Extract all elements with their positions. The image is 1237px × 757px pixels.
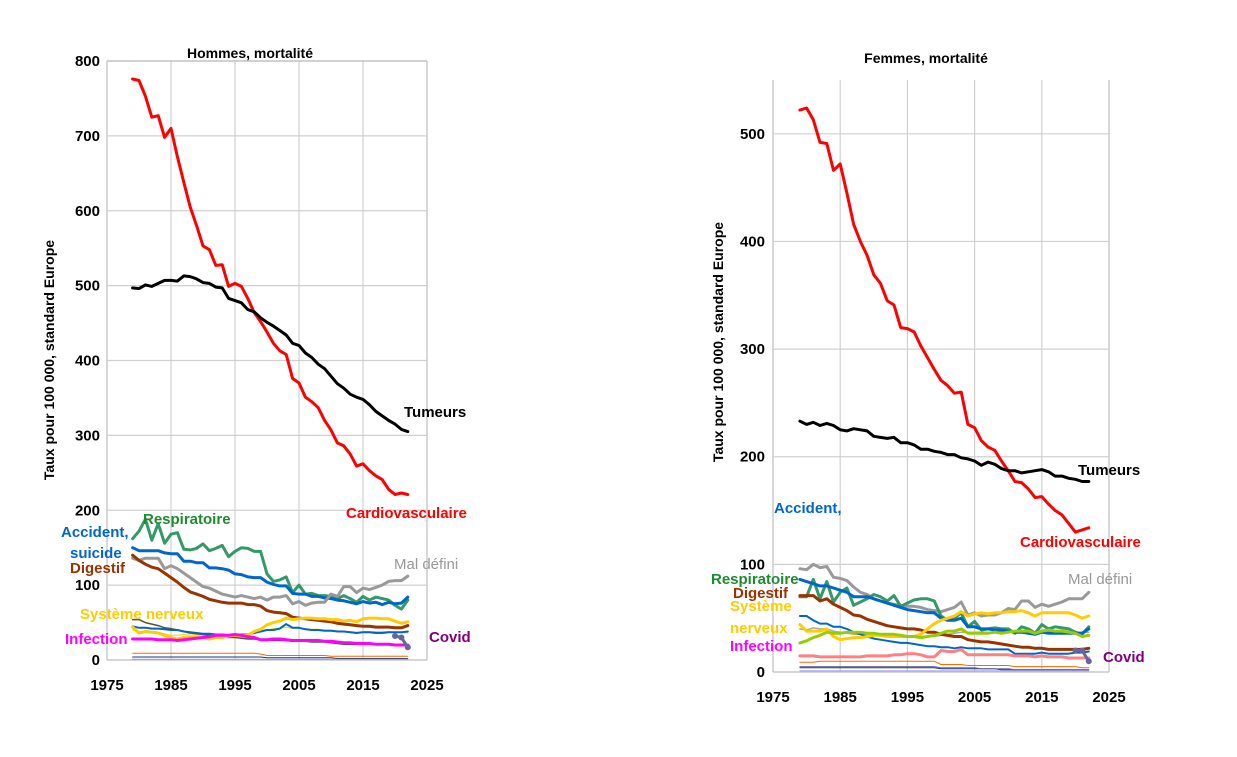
series-line-autre-vert-clair (798, 627, 1091, 645)
series-line-cardiovasculaire (131, 77, 410, 496)
y-tick-label: 100 (740, 556, 765, 573)
covid-point (1085, 658, 1092, 665)
covid-point (1072, 647, 1079, 654)
x-tick-label: 1975 (90, 677, 123, 694)
x-tick-label: 1975 (756, 689, 789, 706)
series-line-autre-gris-bleu-fin (799, 666, 1090, 671)
label-nerveux: nerveux (730, 620, 788, 637)
x-tick-label: 1995 (218, 677, 251, 694)
label-digestif: Digestif (733, 585, 789, 602)
series-line-infection (131, 633, 410, 647)
y-tick-label: 500 (740, 126, 765, 143)
chart-femmes: Femmes, mortalité Taux pour 100 000, sta… (710, 50, 1145, 706)
chart-title-femmes: Femmes, mortalité (864, 50, 988, 66)
y-tick-label: 500 (75, 278, 100, 295)
x-tick-label: 1985 (154, 677, 187, 694)
label-respiratoire: Respiratoire (143, 511, 231, 528)
label-digestif: Digestif (70, 560, 126, 577)
label-cardiovasculaire: Cardiovasculaire (346, 505, 467, 522)
x-tick-label: 1995 (891, 689, 924, 706)
label-systeme: Système (730, 598, 792, 615)
series-line-tumeurs (798, 419, 1091, 483)
label-infection: Infection (730, 638, 793, 655)
y-tick-label: 200 (75, 502, 100, 519)
y-ticks-femmes: 0 100 200 300 400 500 (740, 126, 765, 681)
label-respiratoire: Respiratoire (711, 571, 799, 588)
x-ticks-femmes: 1975 1985 1995 2005 2015 2025 (756, 689, 1125, 706)
series-line-infection-rose (798, 647, 1091, 660)
series-line-respiratoire (131, 517, 410, 611)
y-axis-label-femmes: Taux pour 100 000, standard Europe (710, 222, 726, 462)
series-line-autre-bleu-fin (798, 615, 1090, 655)
x-tick-label: 2025 (410, 677, 443, 694)
series-line-mal-d-fini (798, 562, 1091, 618)
y-axis-label-hommes: Taux pour 100 000, standard Europe (41, 240, 57, 480)
label-mal-defini: Mal défini (394, 556, 458, 573)
label-infection: Infection (65, 631, 128, 648)
label-tumeurs: Tumeurs (404, 404, 466, 421)
annotations-femmes: Tumeurs Cardiovasculaire Accident, Mal d… (711, 462, 1145, 666)
grid-femmes (772, 80, 1110, 673)
covid-point (392, 633, 398, 639)
covid-point (398, 634, 405, 641)
x-tick-label: 2025 (1092, 689, 1125, 706)
label-cardiovasculaire: Cardiovasculaire (1020, 534, 1141, 551)
series-line-digestif (798, 594, 1091, 651)
series-line-autre-marine-fin (132, 656, 409, 659)
y-tick-label: 200 (740, 449, 765, 466)
y-tick-label: 600 (75, 203, 100, 220)
x-tick-label: 2015 (1025, 689, 1058, 706)
series-line-syst-me-nerveux (131, 616, 410, 641)
x-tick-label: 2015 (346, 677, 379, 694)
series-line-cardiovasculaire (798, 106, 1091, 534)
grid-hommes (106, 60, 428, 661)
label-systeme-nerveux: Système nerveux (80, 606, 204, 623)
series-hommes (131, 77, 411, 660)
chart-title-hommes: Hommes, mortalité (187, 45, 313, 61)
label-accident: Accident, (61, 524, 129, 541)
x-tick-label: 2005 (282, 677, 315, 694)
covid-point (404, 644, 411, 651)
series-femmes (798, 106, 1092, 672)
series-line-syst-me-nerveux (798, 609, 1091, 642)
series-line-autre-jaune-fin (132, 626, 409, 636)
x-tick-label: 1985 (824, 689, 857, 706)
series-line-autre-orange-fin (799, 660, 1090, 669)
x-tick-label: 2005 (958, 689, 991, 706)
series-line-mal-d-fini (131, 556, 410, 607)
annotations-hommes: Tumeurs Cardiovasculaire Respiratoire Ac… (61, 404, 471, 648)
y-tick-label: 400 (740, 233, 765, 250)
y-tick-label: 700 (75, 128, 100, 145)
y-tick-label: 100 (75, 577, 100, 594)
label-mal-defini: Mal défini (1068, 571, 1132, 588)
y-tick-label: 0 (92, 652, 100, 669)
series-line-digestif (131, 553, 410, 630)
label-covid: Covid (429, 629, 471, 646)
label-tumeurs: Tumeurs (1078, 462, 1140, 479)
x-ticks-hommes: 1975 1985 1995 2005 2015 2025 (90, 677, 443, 694)
label-covid: Covid (1103, 649, 1145, 666)
series-line-autre-bleu-fin (131, 623, 409, 637)
y-tick-label: 300 (75, 427, 100, 444)
y-tick-label: 400 (75, 353, 100, 370)
series-line-tumeurs (131, 274, 410, 434)
y-tick-label: 800 (75, 53, 100, 70)
y-tick-label: 0 (757, 664, 765, 681)
y-ticks-hommes: 0 100 200 300 400 500 600 700 800 (75, 53, 100, 669)
label-suicide: suicide (70, 545, 122, 562)
label-accident: Accident, (774, 500, 842, 517)
y-tick-label: 300 (740, 341, 765, 358)
series-line-autre-orange-fin (132, 652, 409, 657)
chart-hommes: Hommes, mortalité Taux pour 100 000, sta… (41, 45, 471, 694)
covid-point (1079, 647, 1086, 654)
series-line-accident-suicide (131, 546, 410, 607)
